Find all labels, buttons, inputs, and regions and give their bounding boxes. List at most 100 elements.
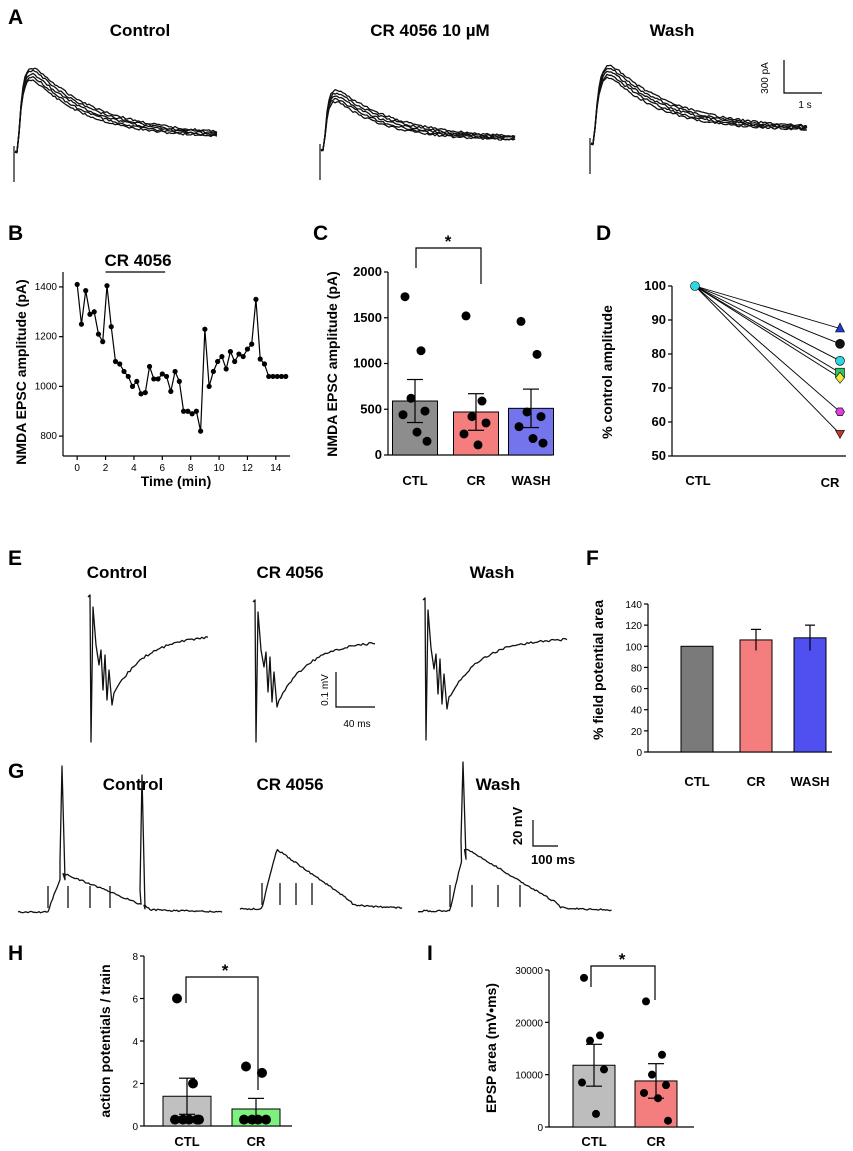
b-data-point — [236, 351, 242, 357]
b-data-point — [210, 368, 216, 375]
h-significance-bracket — [185, 976, 259, 1090]
b-data-point — [117, 361, 123, 367]
a-epsc-sweep — [320, 95, 516, 152]
b-data-point — [168, 388, 174, 394]
i-y-tick-label: 30000 — [515, 966, 543, 977]
i-y-tick-label: 0 — [537, 1123, 543, 1134]
h-y-tick-label: 4 — [132, 1037, 138, 1048]
panel-letter-c: C — [313, 222, 328, 245]
b-data-point — [172, 368, 178, 375]
d-ticks: 50 60 70 80 90 100 CTL CR — [644, 278, 840, 490]
e-field-potential — [252, 599, 376, 743]
d-series-line — [694, 285, 841, 435]
b-data-point — [249, 341, 255, 347]
panel-i-chart: 0 10000 20000 30000 CTL CR * EPSP area (mV•m… — [483, 950, 694, 1149]
b-data-point — [227, 348, 234, 355]
c-data-point — [522, 407, 532, 417]
d-end-marker — [835, 371, 845, 384]
panel-letter-f: F — [586, 547, 599, 570]
d-end-marker — [835, 338, 845, 349]
h-data-point — [172, 993, 182, 1004]
b-data-point — [185, 408, 191, 414]
i-bars: CTL CR — [572, 973, 678, 1149]
panel-e-traces: Control CR 4056 Wash 0.1 mV 40 ms — [87, 563, 568, 743]
b-data-point — [176, 378, 182, 385]
c-data-point — [406, 393, 416, 403]
b-data-point — [253, 296, 259, 302]
d-y-tick-label: 60 — [652, 414, 666, 429]
panel-letter-h: H — [8, 942, 23, 965]
d-y-tick-label: 50 — [652, 448, 666, 463]
i-significance-star: * — [619, 950, 626, 969]
b-data-point — [283, 373, 289, 380]
a-epsc-sweep — [590, 64, 807, 146]
i-data-point — [662, 1081, 670, 1090]
d-series-line — [694, 285, 841, 329]
h-y-tick-label: 2 — [132, 1080, 138, 1091]
i-data-point — [578, 1078, 586, 1087]
b-x-tick-label: 4 — [131, 463, 137, 474]
h-data-point — [170, 1114, 180, 1125]
a-epsc-sweep — [320, 97, 516, 151]
panel-letter-g: G — [8, 760, 24, 783]
c-category-label: CR — [467, 473, 486, 488]
b-x-tick-label: 14 — [270, 463, 282, 474]
d-series-line — [694, 285, 841, 345]
i-data-point — [580, 973, 588, 982]
d-y-label: % control amplitude — [599, 305, 615, 439]
f-bar — [680, 645, 714, 753]
c-y-tick-label: 500 — [360, 401, 382, 416]
c-data-point — [538, 438, 548, 448]
f-y-tick-label: 140 — [625, 600, 642, 611]
b-data-point — [270, 373, 276, 380]
b-y-tick-label: 1000 — [35, 381, 58, 392]
f-y-tick-label: 60 — [631, 685, 643, 696]
b-data-point — [125, 373, 131, 380]
b-x-tick-label: 6 — [160, 463, 166, 474]
h-y-tick-label: 6 — [132, 995, 138, 1006]
b-data-point — [104, 283, 110, 289]
h-data-point — [261, 1114, 271, 1125]
h-ticks: 0 2 4 6 8 — [132, 952, 144, 1133]
panel-g-traces: Control CR 4056 Wash 20 mV 100 ms — [17, 761, 612, 914]
a-epsc-sweep — [14, 72, 218, 153]
b-data-point — [100, 339, 106, 345]
b-data-point — [138, 391, 144, 397]
b-data-point — [219, 353, 225, 360]
b-data-point — [257, 356, 263, 362]
d-y-tick-label: 70 — [652, 380, 666, 395]
scale-bar-e-x-label: 40 ms — [343, 719, 370, 730]
d-end-marker — [834, 430, 846, 440]
b-data-point — [108, 324, 114, 330]
c-data-point — [481, 418, 491, 428]
h-data-point — [239, 1114, 249, 1125]
d-series-line — [694, 285, 841, 379]
c-data-point — [461, 311, 471, 321]
i-y-label: EPSP area (mV•ms) — [483, 983, 499, 1113]
panel-h-chart: 0 2 4 6 8 CTL CR * action potentials / train — [97, 952, 292, 1149]
scale-bar-e-y-label: 0.1 mV — [320, 674, 331, 706]
panel-letter-i: I — [427, 942, 433, 965]
f-y-tick-label: 80 — [631, 663, 643, 674]
d-end-marker — [835, 407, 845, 416]
h-data-point — [253, 1114, 263, 1125]
h-y-tick-label: 8 — [132, 952, 138, 963]
a-epsc-sweep — [320, 100, 516, 151]
f-y-tick-label: 20 — [631, 727, 643, 738]
b-data-point — [83, 288, 89, 294]
e-field-potential — [87, 594, 209, 743]
b-data-point — [146, 363, 153, 370]
b-data-point — [189, 411, 195, 417]
c-category-label: WASH — [512, 473, 551, 488]
b-data-point — [266, 373, 272, 380]
b-points — [74, 281, 289, 434]
panel-letter-d: D — [596, 222, 611, 245]
i-significance-bracket — [590, 965, 656, 1000]
d-y-tick-label: 80 — [652, 346, 666, 361]
b-data-point — [151, 376, 157, 382]
c-y-label: NMDA EPSC amplitude (pA) — [324, 271, 340, 456]
h-data-point — [241, 1061, 251, 1072]
b-x-tick-label: 8 — [188, 463, 194, 474]
b-data-point — [74, 281, 80, 288]
